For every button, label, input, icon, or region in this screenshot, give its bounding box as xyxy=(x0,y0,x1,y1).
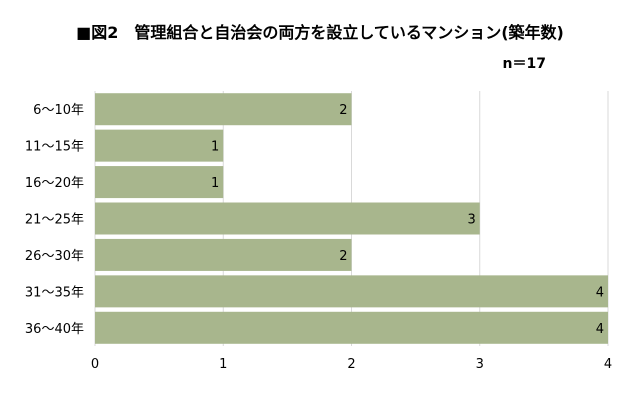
bar-1 xyxy=(95,129,224,162)
data-label-5: 4 xyxy=(596,285,604,300)
x-tick-label-3: 3 xyxy=(476,357,484,372)
bar-3 xyxy=(95,202,480,235)
data-label-2: 1 xyxy=(211,176,219,191)
category-label-6: 36～40年 xyxy=(25,322,84,337)
bar-5 xyxy=(95,275,608,308)
category-label-4: 26～30年 xyxy=(25,249,84,264)
bar-0 xyxy=(95,93,352,126)
bar-6 xyxy=(95,311,608,344)
x-tick-label-0: 0 xyxy=(91,357,99,372)
data-label-4: 2 xyxy=(339,249,347,264)
data-label-6: 4 xyxy=(596,322,604,337)
data-label-0: 2 xyxy=(339,103,347,118)
sample-size-note: n＝17 xyxy=(503,56,546,72)
data-label-3: 3 xyxy=(467,213,475,228)
category-label-3: 21～25年 xyxy=(25,213,84,228)
bars-layer: 2 1 1 3 2 4 4 xyxy=(95,93,608,344)
data-label-1: 1 xyxy=(211,140,219,155)
x-tick-label-2: 2 xyxy=(347,357,355,372)
category-label-2: 16～20年 xyxy=(25,176,84,191)
x-tick-label-4: 4 xyxy=(604,357,612,372)
category-label-5: 31～35年 xyxy=(25,285,84,300)
category-label-1: 11～15年 xyxy=(25,140,84,155)
bar-4 xyxy=(95,238,352,271)
axis-layer: 0 1 2 3 4 6～10年 11～15年 16～20年 21～25年 26～30年 31～35年… xyxy=(25,103,612,372)
category-label-0: 6～10年 xyxy=(33,103,84,118)
chart-title: ■図2 管理組合と自治会の両方を設立しているマンション(築年数) xyxy=(76,23,564,42)
x-tick-label-1: 1 xyxy=(219,357,227,372)
bar-2 xyxy=(95,166,224,199)
